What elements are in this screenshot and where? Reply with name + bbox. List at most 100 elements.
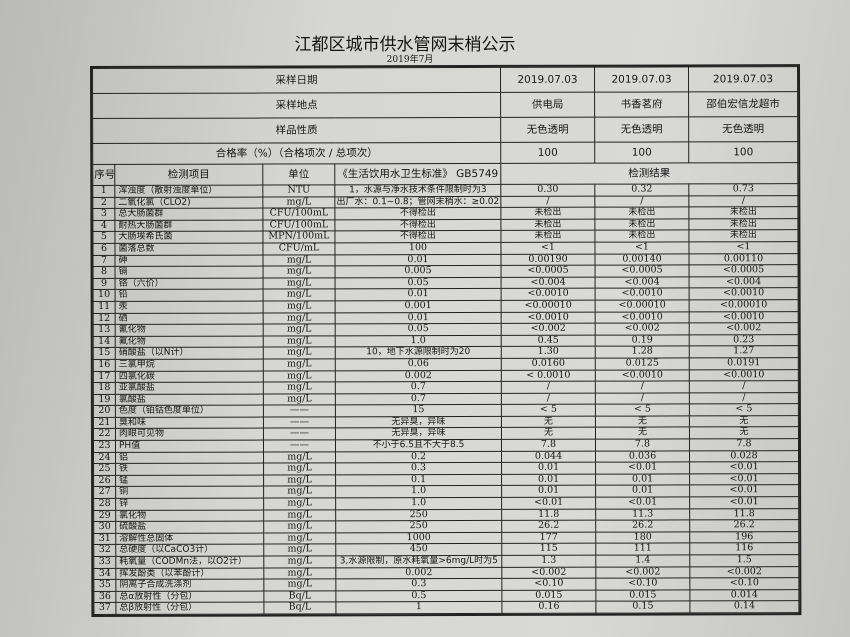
cell-item: 镉	[115, 266, 264, 279]
cell-result-3: /	[689, 392, 799, 405]
meta-value: 2019.07.03	[594, 66, 689, 93]
cell-item: 锰	[115, 474, 264, 487]
header-results: 检测结果	[500, 162, 798, 185]
cell-item: 耐热大肠菌群	[114, 219, 263, 232]
cell-result-3: 未检出	[688, 218, 798, 231]
cell-result-2: <0.10	[595, 578, 690, 590]
cell-result-3: <1	[688, 241, 798, 254]
cell-standard: 0.06	[335, 358, 502, 371]
cell-result-3: 0.0191	[689, 357, 799, 370]
cell-standard: 0.3	[335, 578, 502, 591]
meta-value: 100	[500, 142, 595, 164]
meta-value: 无色透明	[594, 116, 689, 143]
cell-standard: 1.0	[335, 485, 502, 498]
cell-seq: 18	[93, 382, 116, 395]
cell-unit: mg/L	[263, 370, 336, 383]
cell-result-3: 0.73	[688, 183, 798, 196]
cell-standard: 450	[335, 543, 502, 556]
cell-result-2: /	[594, 195, 689, 208]
cell-standard: 0.7	[335, 381, 502, 394]
cell-seq: 17	[93, 370, 116, 383]
cell-standard: 100	[334, 242, 501, 255]
cell-result-3: <0.10	[689, 577, 799, 590]
cell-result-3: /	[688, 195, 798, 208]
cell-seq: 16	[93, 359, 116, 371]
cell-unit: mg/L	[263, 544, 336, 557]
cell-result-2: <1	[594, 241, 689, 254]
cell-item: 铬（六价）	[115, 277, 264, 290]
cell-standard: 无异臭，异味	[335, 427, 502, 440]
meta-label: 采样日期	[92, 67, 501, 94]
cell-seq: 7	[92, 254, 116, 267]
cell-result-2: /	[595, 392, 690, 405]
cell-seq: 10	[93, 289, 116, 302]
cell-result-3: 7.8	[689, 438, 799, 451]
cell-unit: mg/L	[263, 323, 336, 336]
cell-result-2: <0.0010	[595, 311, 690, 324]
cell-seq: 29	[93, 510, 116, 522]
cell-unit: mg/L	[263, 474, 336, 487]
cell-result-3: 1.5	[689, 554, 799, 567]
cell-standard: 0.05	[335, 323, 502, 336]
cell-item: 溶解性总固体	[115, 532, 264, 545]
cell-result-2: <0.0005	[595, 265, 690, 277]
cell-item: 氰化物	[115, 324, 264, 337]
cell-result-1: <0.00010	[501, 300, 596, 312]
cell-result-3: 0.00110	[688, 253, 799, 266]
cell-item: 硒	[115, 312, 264, 325]
cell-result-3: 26.2	[689, 519, 799, 532]
cell-standard: 0.005	[335, 265, 502, 278]
meta-value: 无色透明	[500, 117, 595, 143]
cell-result-2: 0.036	[595, 450, 690, 463]
cell-result-1: <1	[500, 242, 595, 254]
cell-seq: 34	[93, 568, 116, 580]
cell-item: 铁	[115, 463, 264, 476]
cell-result-2: <0.004	[595, 276, 690, 289]
document-title: 江都区城市供水管网末梢公示	[294, 35, 516, 55]
cell-item: 总硬度（以CaCO3计）	[115, 544, 264, 557]
cell-seq: 36	[93, 591, 116, 603]
cell-result-3: <0.01	[689, 473, 799, 486]
cell-standard: 1	[335, 601, 502, 614]
cell-result-1: <0.10	[501, 578, 596, 591]
cell-result-1: 0.00190	[500, 253, 596, 266]
cell-result-2: 0.015	[595, 589, 690, 602]
cell-result-3: <0.00010	[689, 299, 799, 312]
cell-result-1: /	[500, 195, 595, 208]
meta-value: 2019.07.03	[500, 67, 595, 93]
header-seq: 序号	[92, 164, 115, 186]
cell-seq: 30	[93, 521, 116, 534]
cell-result-1: 未检出	[500, 207, 595, 220]
cell-unit: mg/L	[263, 579, 336, 591]
cell-item: 大肠埃希氏菌	[114, 231, 263, 244]
document-subtitle: 2019年7月	[386, 55, 434, 65]
cell-item: 锌	[115, 498, 264, 511]
cell-result-1: 177	[501, 531, 596, 544]
cell-standard: 不得检出	[334, 207, 501, 220]
cell-unit: mg/L	[263, 358, 336, 371]
cell-standard: 15	[335, 404, 502, 417]
cell-unit: mg/L	[263, 266, 336, 278]
cell-standard: 0.1	[335, 474, 502, 487]
cell-standard: 1000	[335, 532, 502, 545]
cell-item: 菌落总数	[114, 243, 263, 255]
cell-result-3: <0.01	[689, 461, 799, 474]
cell-seq: 21	[93, 417, 116, 429]
meta-value: 100	[594, 141, 689, 164]
cell-item: 总α放射性（分包）	[115, 590, 264, 603]
cell-result-1: < 5	[501, 404, 596, 417]
cell-unit: mg/L	[263, 555, 336, 568]
cell-result-2: <0.0010	[595, 369, 690, 382]
cell-result-2: 11.3	[595, 508, 690, 521]
cell-unit: CFU/mL	[262, 242, 335, 255]
cell-item: 四氯化碳	[115, 370, 264, 383]
cell-result-3: <0.0010	[689, 311, 799, 324]
cell-standard: 0.001	[335, 300, 502, 313]
cell-result-3: 0.028	[689, 450, 799, 463]
cell-item: 阴离子合成洗涤剂	[115, 579, 264, 592]
cell-result-1: 0.30	[500, 184, 595, 197]
meta-label: 样品性质	[92, 117, 501, 144]
cell-result-2: 未检出	[594, 218, 689, 231]
cell-result-1: <0.002	[501, 323, 596, 336]
cell-seq: 25	[93, 463, 116, 476]
